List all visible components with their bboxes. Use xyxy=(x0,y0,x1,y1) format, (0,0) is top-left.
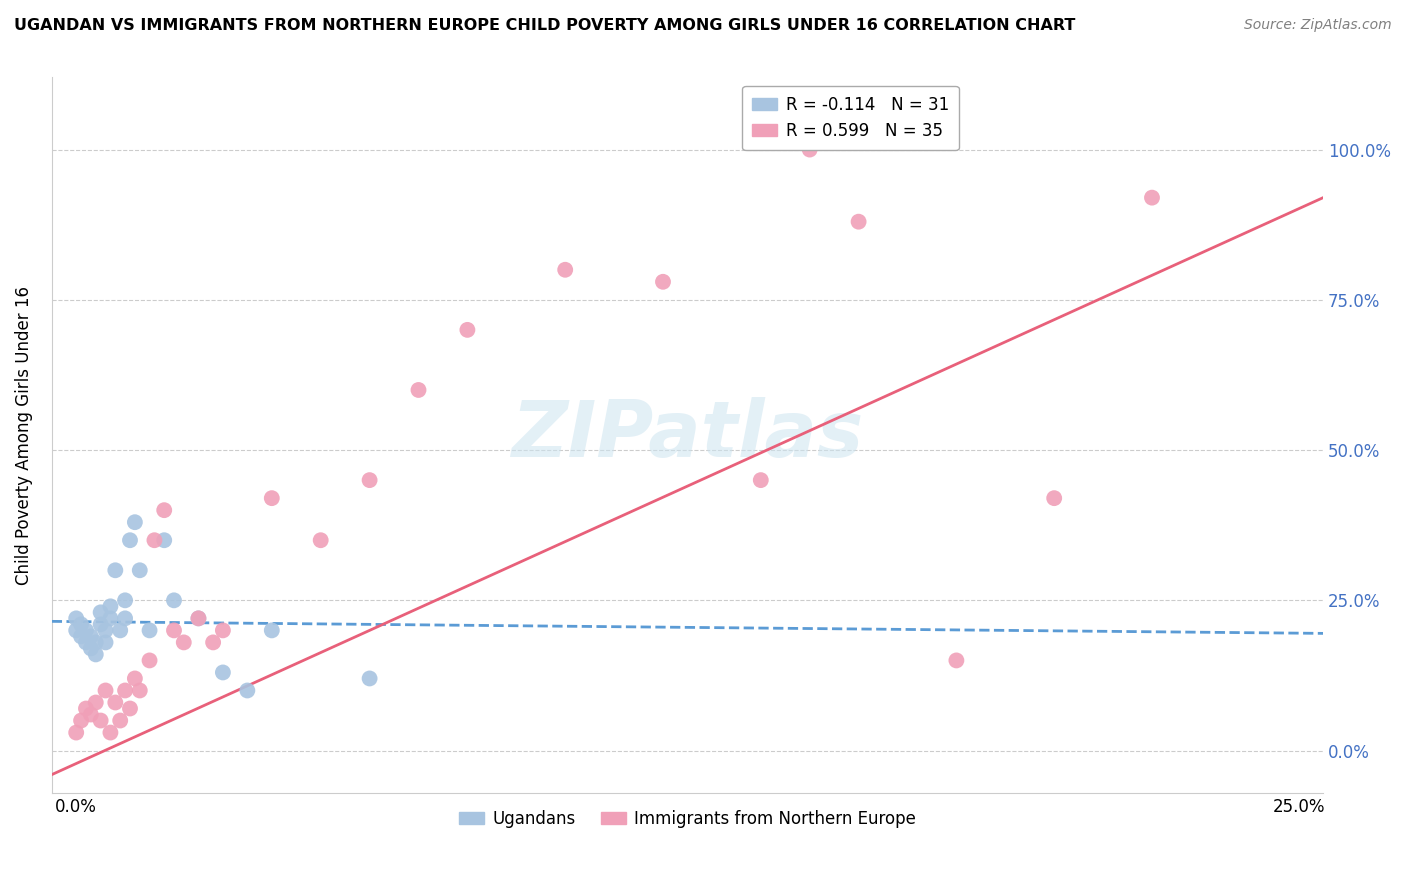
Point xyxy=(80,641,103,656)
Point xyxy=(163,593,186,607)
Point xyxy=(84,635,107,649)
Point xyxy=(163,624,186,638)
Point xyxy=(104,696,127,710)
Point xyxy=(187,611,209,625)
Point xyxy=(260,491,283,505)
Legend: Ugandans, Immigrants from Northern Europe: Ugandans, Immigrants from Northern Europ… xyxy=(453,803,922,834)
Point xyxy=(456,323,478,337)
Point xyxy=(84,648,107,662)
Point xyxy=(75,624,97,638)
Y-axis label: Child Poverty Among Girls Under 16: Child Poverty Among Girls Under 16 xyxy=(15,285,32,584)
Point xyxy=(408,383,430,397)
Point xyxy=(90,617,112,632)
Point xyxy=(114,611,136,625)
Point xyxy=(236,683,259,698)
Point xyxy=(94,624,117,638)
Point xyxy=(554,262,576,277)
Point xyxy=(202,635,225,649)
Point xyxy=(173,635,195,649)
Point xyxy=(212,665,235,680)
Point xyxy=(652,275,675,289)
Point xyxy=(65,624,87,638)
Point xyxy=(80,707,103,722)
Point xyxy=(749,473,772,487)
Point xyxy=(124,515,146,529)
Point xyxy=(94,683,117,698)
Point xyxy=(75,701,97,715)
Point xyxy=(70,714,93,728)
Point xyxy=(100,725,122,739)
Point xyxy=(84,696,107,710)
Point xyxy=(65,611,87,625)
Point xyxy=(90,714,112,728)
Point xyxy=(114,683,136,698)
Point xyxy=(1043,491,1066,505)
Point xyxy=(260,624,283,638)
Point xyxy=(118,701,141,715)
Point xyxy=(108,624,131,638)
Text: ZIPatlas: ZIPatlas xyxy=(512,397,863,473)
Point xyxy=(187,611,209,625)
Point xyxy=(94,635,117,649)
Point xyxy=(108,714,131,728)
Point xyxy=(359,672,381,686)
Point xyxy=(212,624,235,638)
Point xyxy=(945,653,967,667)
Point xyxy=(80,629,103,643)
Point xyxy=(138,624,160,638)
Point xyxy=(153,503,176,517)
Text: Source: ZipAtlas.com: Source: ZipAtlas.com xyxy=(1244,18,1392,32)
Point xyxy=(118,533,141,548)
Point xyxy=(75,635,97,649)
Point xyxy=(128,683,150,698)
Point xyxy=(100,599,122,614)
Point xyxy=(799,143,821,157)
Point xyxy=(309,533,332,548)
Point xyxy=(138,653,160,667)
Point xyxy=(848,215,870,229)
Point xyxy=(100,611,122,625)
Point xyxy=(70,617,93,632)
Point xyxy=(114,593,136,607)
Point xyxy=(359,473,381,487)
Point xyxy=(128,563,150,577)
Point xyxy=(143,533,166,548)
Point xyxy=(124,672,146,686)
Point xyxy=(104,563,127,577)
Point xyxy=(70,629,93,643)
Point xyxy=(65,725,87,739)
Point xyxy=(90,605,112,619)
Point xyxy=(1140,191,1163,205)
Point xyxy=(153,533,176,548)
Text: UGANDAN VS IMMIGRANTS FROM NORTHERN EUROPE CHILD POVERTY AMONG GIRLS UNDER 16 CO: UGANDAN VS IMMIGRANTS FROM NORTHERN EURO… xyxy=(14,18,1076,33)
